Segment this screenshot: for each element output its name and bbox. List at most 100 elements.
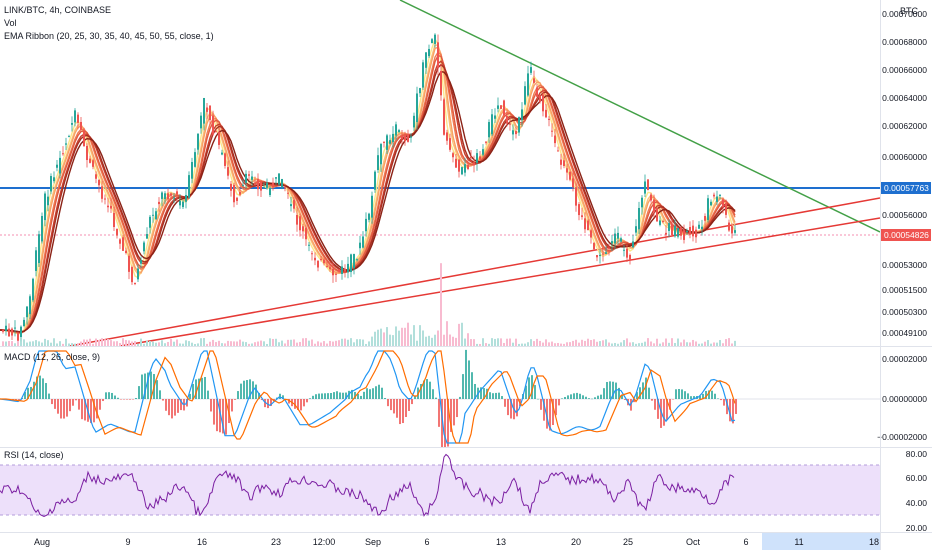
macd-histogram-bar (360, 395, 362, 399)
resistance-price-tag: 0.00057763 (881, 182, 931, 194)
volume-bar (632, 342, 634, 346)
volume-bar (623, 340, 625, 346)
volume-bar (332, 341, 334, 346)
macd-histogram-bar (651, 399, 653, 401)
macd-histogram-bar (507, 399, 509, 416)
volume-bar (122, 338, 124, 346)
time-label: 20 (570, 537, 582, 547)
candle-body (614, 233, 616, 244)
rsi-chart[interactable] (0, 448, 880, 532)
price-tick: 0.00056000 (882, 210, 927, 220)
macd-tick: 0.00000000 (882, 394, 927, 404)
macd-histogram-bar (435, 397, 437, 399)
volume-bar (665, 338, 667, 346)
candle-body (362, 236, 364, 248)
macd-histogram-bar (516, 399, 518, 417)
volume-bar (707, 340, 709, 346)
volume-bar (143, 343, 145, 346)
volume-bar (29, 341, 31, 346)
candle-body (392, 133, 394, 143)
candle-body (620, 238, 622, 242)
candle-body (248, 174, 250, 176)
macd-histogram-bar (420, 384, 422, 399)
volume-bar (317, 341, 319, 346)
volume-bar (185, 340, 187, 346)
volume-bar (653, 343, 655, 346)
candle-body (5, 325, 7, 331)
candle-body (131, 267, 133, 283)
macd-histogram-bar (240, 383, 242, 399)
macd-histogram-bar (192, 383, 194, 399)
volume-bar (569, 342, 571, 346)
candle-body (356, 259, 358, 261)
volume-bar (455, 337, 457, 346)
macd-histogram-bar (162, 399, 164, 401)
macd-histogram-bar (558, 399, 560, 406)
macd-histogram-bar (213, 399, 215, 425)
volume-bar (224, 343, 226, 346)
macd-histogram-bar (66, 399, 68, 417)
last-price-tag: 0.00054826 (881, 229, 931, 241)
volume-bar (167, 341, 169, 346)
volume-bar (371, 336, 373, 346)
macd-histogram-bar (363, 391, 365, 399)
candle-body (521, 109, 523, 121)
price-chart[interactable] (0, 0, 880, 346)
currency-unit: BTC (900, 6, 918, 16)
rsi-pane[interactable] (0, 448, 880, 532)
macd-histogram-bar (732, 399, 734, 424)
volume-bar (272, 338, 274, 346)
ascending-trendline-upper (69, 197, 880, 346)
macd-histogram-bar (450, 399, 452, 432)
volume-bar (728, 338, 730, 346)
candle-body (662, 221, 664, 223)
macd-pane[interactable] (0, 347, 880, 447)
candle-body (266, 182, 268, 188)
macd-histogram-bar (495, 392, 497, 399)
volume-bar (170, 339, 172, 346)
volume-bar (107, 339, 109, 346)
macd-histogram-bar (465, 349, 467, 399)
macd-histogram-bar (159, 390, 161, 399)
macd-histogram-bar (156, 380, 158, 399)
volume-bar (539, 340, 541, 346)
volume-bar (404, 327, 406, 346)
candle-body (416, 93, 418, 123)
candle-body (515, 131, 517, 135)
volume-bar (545, 339, 547, 346)
volume-bar (68, 343, 70, 346)
price-tick: 0.00066000 (882, 65, 927, 75)
volume-bar (566, 342, 568, 346)
candle-body (599, 254, 601, 257)
macd-chart[interactable] (0, 347, 880, 447)
macd-histogram-bar (690, 396, 692, 399)
volume-bar (230, 341, 232, 346)
macd-histogram-bar (453, 399, 455, 426)
rsi-axis[interactable]: 80.00 60.00 40.00 20.00 (880, 448, 932, 533)
macd-axis[interactable]: 0.00002000 0.00000000 −0.00002000 (877, 347, 932, 447)
time-label: 9 (125, 537, 131, 547)
volume-bar (293, 339, 295, 346)
macd-histogram-bar (309, 398, 311, 399)
price-axis[interactable]: BTC 0.00070000 0.00068000 0.00066000 0.0… (880, 0, 932, 346)
candle-body (611, 241, 613, 244)
volume-bar (251, 343, 253, 346)
macd-histogram-bar (381, 387, 383, 399)
macd-histogram-bar (351, 389, 353, 399)
macd-histogram-bar (678, 388, 680, 399)
candle-body (482, 149, 484, 155)
macd-histogram-bar (306, 399, 308, 403)
macd-histogram-bar (222, 399, 224, 434)
price-pane[interactable] (0, 0, 880, 346)
volume-bar (377, 329, 379, 346)
macd-histogram-bar (384, 397, 386, 399)
volume-legend: Vol (4, 18, 17, 28)
volume-bar (194, 343, 196, 346)
candle-body (545, 109, 547, 118)
price-tick: 0.00070000 (882, 9, 927, 19)
volume-bar (485, 343, 487, 346)
volume-bar (131, 341, 133, 346)
macd-histogram-bar (480, 387, 482, 399)
time-label: Sep (364, 537, 382, 547)
candle-body (734, 230, 736, 233)
